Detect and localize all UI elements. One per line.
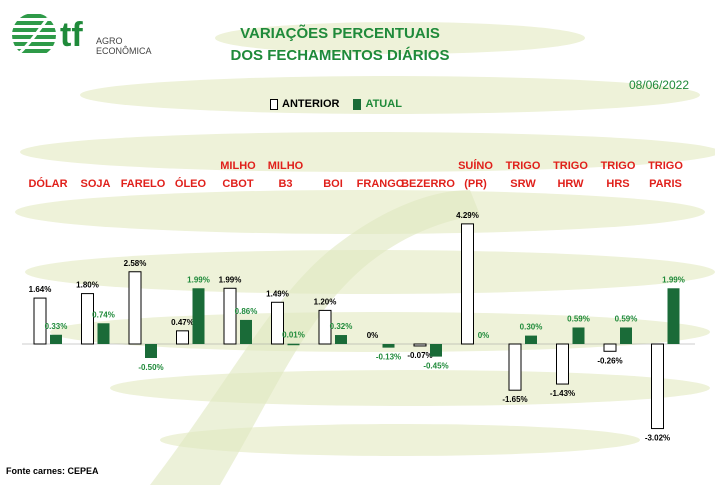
data-label-atual-trigo-hrs: 0.59%	[615, 314, 638, 323]
category-label-trigo-srw-line-1: TRIGO	[506, 160, 541, 172]
category-label-milho-cbot-line-1: MILHO	[220, 160, 256, 172]
data-label-anterior-oleo: 0.47%	[171, 318, 194, 327]
category-label-trigo-paris-line-2: PARIS	[649, 178, 682, 190]
bar-anterior-soja	[81, 293, 94, 345]
bar-atual-trigo-srw	[525, 335, 537, 344]
bar-anterior-trigo-srw	[508, 343, 522, 391]
legend-atual-label: ATUAL	[365, 98, 402, 110]
category-label-milho-cbot-line-2: CBOT	[222, 178, 253, 190]
bar-atual-trigo-hrw	[572, 327, 585, 344]
data-label-anterior-farelo: 2.58%	[124, 259, 147, 268]
category-label-trigo-hrw-line-1: TRIGO	[553, 160, 588, 172]
data-label-atual-soja: 0.74%	[92, 310, 115, 319]
bar-atual-soja	[97, 323, 110, 344]
data-label-atual-boi: 0.32%	[330, 322, 353, 331]
category-label-farelo-line-1: FARELO	[121, 178, 166, 190]
bar-atual-milho-cbot	[240, 319, 252, 344]
data-label-anterior-milho-cbot: 1.99%	[219, 275, 242, 284]
data-label-atual-bezerro: -0.45%	[423, 362, 448, 371]
legend-anterior-label: ANTERIOR	[282, 98, 340, 110]
category-label-suino-pr-line-1: SUÍNO	[458, 159, 493, 172]
data-label-anterior-frango: 0%	[367, 331, 379, 340]
category-label-bezerro-line-1: BEZERRO	[401, 178, 455, 190]
chart-legend: ANTERIOR ATUAL	[270, 96, 402, 112]
bar-anterior-trigo-hrs	[603, 343, 617, 352]
category-label-frango-line-1: FRANGO	[357, 178, 405, 190]
data-label-anterior-soja: 1.80%	[76, 281, 99, 290]
logo-tf-text: tf	[60, 16, 83, 54]
category-label-trigo-hrw-line-2: HRW	[557, 178, 584, 190]
category-label-trigo-hrs-line-1: TRIGO	[601, 160, 636, 172]
data-label-atual-trigo-srw: 0.30%	[520, 323, 543, 332]
chart-title-line-1: VARIAÇÕES PERCENTUAIS	[240, 25, 440, 42]
category-label-dolar-line-1: DÓLAR	[28, 177, 67, 190]
data-label-anterior-suino-pr: 4.29%	[456, 211, 479, 220]
report-date: 08/06/2022	[628, 78, 689, 92]
bar-anterior-trigo-hrw	[556, 343, 569, 385]
legend-anterior-swatch	[270, 98, 278, 110]
logo-economica-text: ECONÔMICA	[96, 46, 152, 56]
data-label-atual-dolar: 0.33%	[45, 322, 68, 331]
data-label-anterior-trigo-hrs: -0.26%	[597, 356, 622, 365]
bar-anterior-milho-cbot	[223, 287, 237, 345]
data-label-anterior-trigo-hrw: -1.43%	[550, 389, 575, 398]
data-label-anterior-milho-b3: 1.49%	[266, 289, 289, 298]
bar-anterior-trigo-paris	[651, 343, 664, 430]
bar-atual-oleo	[192, 288, 205, 344]
bar-atual-bezerro	[430, 344, 442, 357]
data-label-anterior-trigo-srw: -1.65%	[502, 395, 527, 404]
category-label-trigo-paris-line-1: TRIGO	[648, 160, 683, 172]
bar-atual-boi	[335, 335, 347, 344]
source-note: Fonte carnes: CEPEA	[6, 466, 99, 476]
logo-agro-text: AGRO	[96, 36, 123, 46]
data-label-atual-farelo: -0.50%	[138, 363, 163, 372]
bar-atual-trigo-paris	[667, 288, 680, 344]
data-label-atual-suino-pr: 0%	[478, 331, 490, 340]
category-label-soja-line-1: SOJA	[81, 178, 111, 190]
category-label-suino-pr-line-2: (PR)	[464, 178, 487, 190]
bar-anterior-milho-b3	[271, 301, 284, 345]
data-label-anterior-bezerro: -0.07%	[407, 351, 432, 360]
category-label-trigo-hrs-line-2: HRS	[606, 178, 629, 190]
category-label-oleo-line-1: ÓLEO	[175, 177, 207, 190]
bar-atual-milho-b3	[287, 343, 300, 346]
data-label-atual-milho-cbot: 0.86%	[235, 307, 258, 316]
data-label-atual-frango: -0.13%	[376, 353, 401, 362]
data-label-anterior-trigo-paris: -3.02%	[645, 434, 670, 443]
leaf-stripes-icon	[12, 13, 56, 58]
category-label-milho-b3-line-2: B3	[278, 178, 292, 190]
bar-anterior-boi	[318, 309, 332, 345]
bar-anterior-bezerro	[413, 343, 427, 347]
chart-title-line-2: DOS FECHAMENTOS DIÁRIOS	[230, 47, 450, 64]
data-label-atual-oleo: 1.99%	[187, 275, 210, 284]
data-label-anterior-boi: 1.20%	[314, 297, 337, 306]
legend-atual-swatch	[353, 98, 362, 110]
category-label-boi-line-1: BOI	[323, 178, 343, 190]
bar-anterior-oleo	[176, 330, 189, 345]
data-label-anterior-dolar: 1.64%	[29, 285, 52, 294]
bar-atual-trigo-hrs	[620, 327, 632, 344]
bar-anterior-suino-pr	[461, 223, 474, 345]
category-label-milho-b3-line-1: MILHO	[268, 160, 304, 172]
data-label-atual-milho-b3: 0.01%	[282, 331, 305, 340]
bar-anterior-farelo	[128, 271, 142, 345]
bar-anterior-dolar	[33, 297, 47, 345]
data-label-atual-trigo-paris: 1.99%	[662, 275, 685, 284]
bar-atual-dolar	[50, 334, 62, 344]
bar-atual-frango	[382, 344, 395, 348]
tf-agro-economica-logo: tf AGRO ECONÔMICA	[12, 13, 152, 58]
bar-atual-farelo	[145, 344, 157, 358]
category-label-trigo-srw-line-2: SRW	[510, 178, 536, 190]
data-label-atual-trigo-hrw: 0.59%	[567, 314, 590, 323]
